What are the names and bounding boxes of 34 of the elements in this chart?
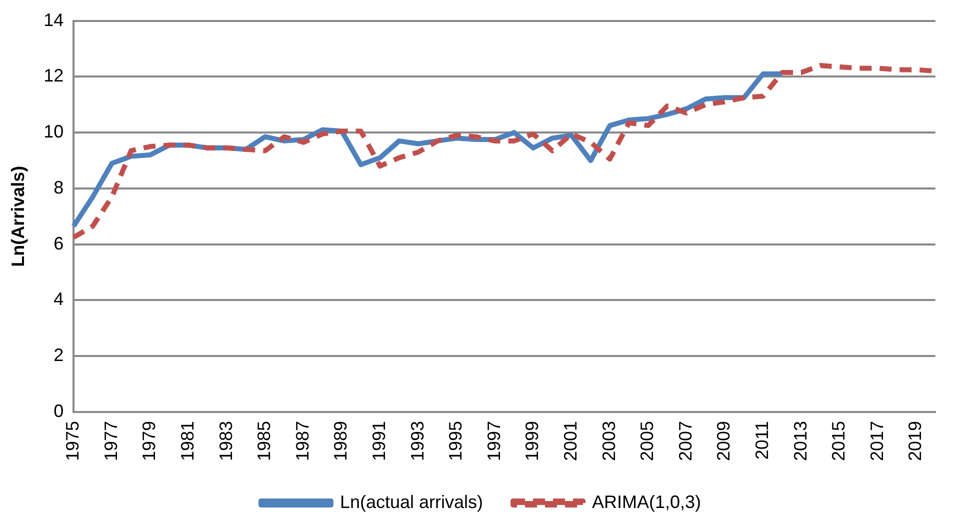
x-tick-label: 2003: [598, 420, 619, 462]
x-tick-label: 2015: [828, 420, 849, 462]
x-tick-label: 2019: [905, 420, 926, 462]
x-tick-label: 2005: [637, 420, 658, 462]
legend-label: Ln(actual arrivals): [340, 492, 484, 512]
x-tick-label: 1983: [216, 420, 236, 462]
x-tick-label: 1989: [330, 420, 351, 462]
legend-label: ARIMA(1,0,3): [592, 492, 702, 512]
x-tick-label: 1999: [522, 420, 542, 462]
x-tick-label: 1991: [369, 420, 389, 462]
y-tick-label: 4: [54, 289, 64, 310]
x-tick-label: 1995: [446, 420, 466, 462]
x-tick-label: 1977: [100, 420, 121, 462]
x-tick-label: 1975: [62, 420, 83, 462]
y-axis-title: Ln(Arrivals): [8, 166, 28, 267]
x-tick-label: 2013: [790, 420, 810, 462]
y-tick-label: 6: [54, 233, 64, 254]
y-tick-label: 0: [54, 400, 64, 421]
x-tick-label: 2011: [752, 420, 772, 460]
x-tick-label: 1993: [407, 420, 428, 462]
x-tick-label: 2007: [675, 420, 696, 462]
x-tick-label: 1997: [484, 420, 504, 462]
y-tick-label: 14: [44, 10, 64, 30]
y-tick-label: 8: [54, 177, 64, 198]
x-tick-label: 1987: [292, 420, 312, 462]
y-tick-label: 2: [54, 345, 64, 366]
y-tick-label: 12: [44, 66, 64, 86]
x-tick-label: 1979: [139, 420, 160, 462]
x-tick-label: 2001: [560, 420, 581, 462]
x-tick-label: 1981: [177, 420, 198, 462]
x-tick-label: 2009: [714, 420, 734, 462]
x-tick-label: 2017: [866, 420, 887, 462]
y-tick-label: 10: [44, 122, 64, 142]
x-tick-label: 1985: [254, 420, 274, 462]
